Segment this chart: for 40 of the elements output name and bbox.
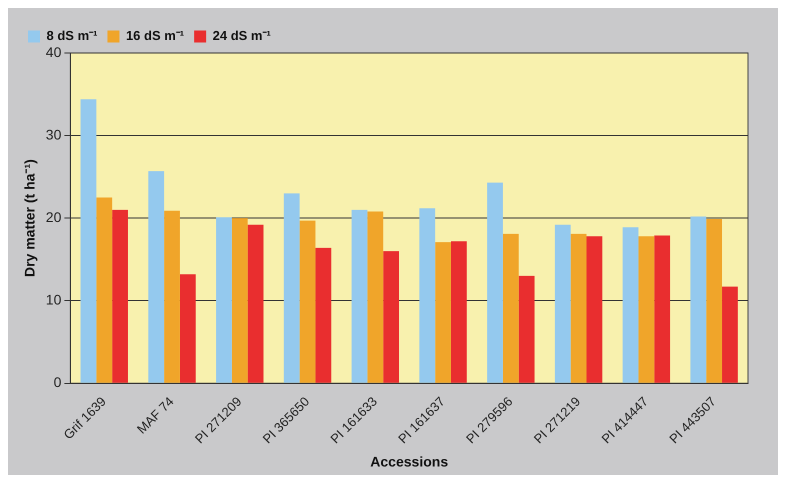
bar bbox=[216, 217, 232, 383]
bar bbox=[96, 197, 112, 383]
y-tick-label: 20 bbox=[46, 208, 62, 225]
bar bbox=[419, 208, 436, 383]
bar bbox=[300, 220, 316, 383]
bar bbox=[586, 236, 602, 383]
legend-label: 8 dS m⁻¹ bbox=[46, 28, 98, 44]
bar bbox=[435, 242, 451, 383]
y-axis-title: Dry matter (t ha⁻¹) bbox=[21, 159, 38, 278]
bar bbox=[654, 235, 670, 383]
bar bbox=[284, 193, 300, 383]
y-tick-label: 40 bbox=[46, 44, 62, 60]
bar bbox=[367, 212, 384, 383]
bar bbox=[722, 286, 738, 383]
bar bbox=[383, 251, 400, 383]
y-tick-label: 0 bbox=[54, 374, 62, 390]
bar bbox=[622, 227, 638, 383]
legend-label: 16 dS m⁻¹ bbox=[126, 28, 184, 44]
x-axis-title: Accessions bbox=[370, 453, 448, 470]
bar bbox=[554, 224, 571, 383]
bar bbox=[164, 210, 180, 383]
y-tick-label: 30 bbox=[46, 126, 62, 142]
bar bbox=[570, 234, 586, 383]
bar bbox=[690, 216, 706, 383]
bar bbox=[518, 276, 535, 383]
legend-label: 24 dS m⁻¹ bbox=[212, 28, 271, 44]
bar bbox=[232, 218, 248, 383]
bar bbox=[502, 234, 519, 383]
bar bbox=[315, 248, 332, 383]
y-tick-label: 10 bbox=[46, 292, 62, 308]
bar bbox=[638, 236, 654, 383]
bar bbox=[148, 171, 164, 383]
bar bbox=[180, 274, 196, 383]
bar bbox=[248, 224, 264, 383]
bar bbox=[450, 241, 467, 383]
bar bbox=[112, 210, 128, 383]
bar bbox=[352, 210, 368, 383]
bar bbox=[706, 218, 722, 383]
bar bbox=[487, 182, 503, 383]
bar bbox=[80, 99, 96, 383]
